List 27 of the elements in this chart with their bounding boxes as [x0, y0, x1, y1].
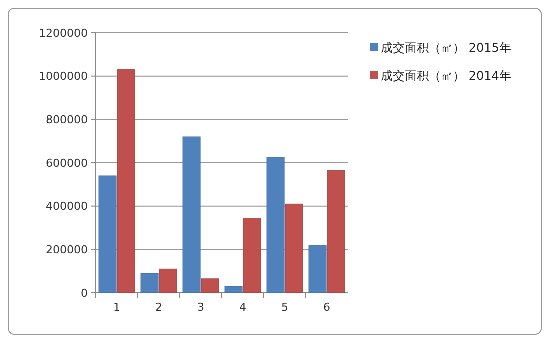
- bar: [243, 218, 262, 294]
- bar: [140, 273, 159, 294]
- x-tick-label: 2: [156, 301, 162, 314]
- x-tick-label: 1: [114, 301, 120, 314]
- bar: [285, 204, 304, 294]
- y-tick-label: 800000: [46, 114, 88, 127]
- bar: [201, 278, 220, 294]
- y-tick-label: 400000: [46, 200, 88, 214]
- legend-label: 成交面积（㎡） 2014年: [381, 69, 512, 84]
- bar: [159, 268, 178, 294]
- x-tick-label: 4: [240, 301, 246, 314]
- bar: [224, 286, 243, 294]
- y-tick-label: 200000: [46, 244, 88, 257]
- bar: [327, 170, 346, 294]
- legend-label: 成交面积（㎡） 2015年: [381, 41, 512, 56]
- y-tick-label: 1000000: [39, 70, 88, 84]
- y-tick-label: 0: [81, 286, 88, 300]
- x-tick-label: 5: [282, 301, 288, 314]
- bar: [117, 70, 136, 294]
- y-tick-label: 600000: [46, 156, 88, 170]
- x-tick-label: 6: [324, 301, 330, 314]
- bar: [266, 157, 285, 294]
- bar: [98, 176, 117, 294]
- bar: [182, 136, 201, 294]
- x-tick-label: 3: [198, 301, 204, 314]
- y-tick-label: 1200000: [39, 26, 88, 40]
- bar: [308, 245, 327, 294]
